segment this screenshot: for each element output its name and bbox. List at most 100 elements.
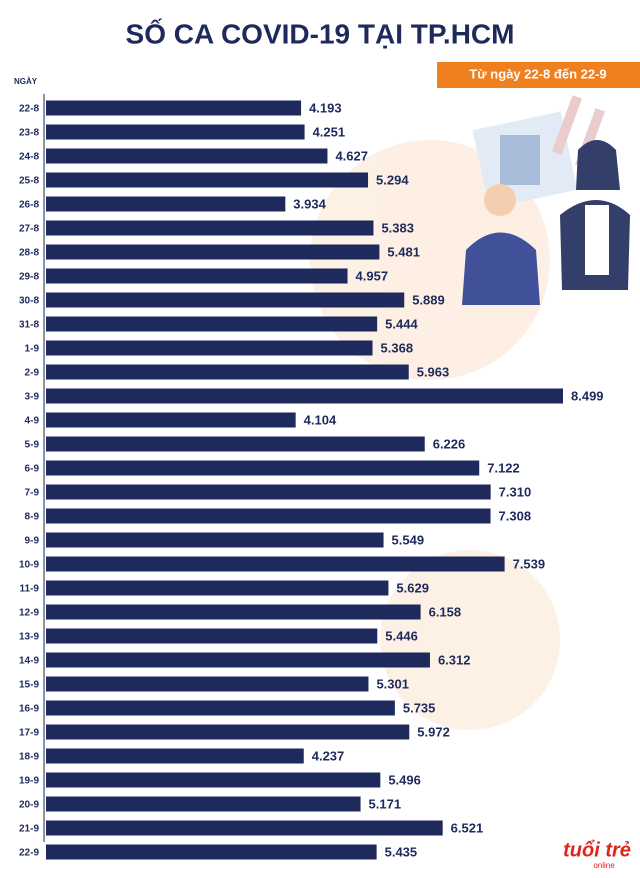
bar: [46, 532, 384, 548]
bar: [46, 388, 563, 404]
data-label: 4.193: [309, 100, 342, 115]
bar: [46, 628, 378, 644]
bar: [46, 484, 491, 500]
y-tick-label: 22-8: [19, 104, 39, 115]
data-label: 7.539: [513, 556, 546, 571]
data-label: 7.308: [499, 508, 532, 523]
bar: [46, 436, 425, 452]
y-tick-label: 4-9: [25, 416, 40, 427]
data-label: 5.972: [417, 724, 450, 739]
data-label: 4.104: [304, 412, 337, 427]
bar: [46, 772, 381, 788]
y-axis-label: NGÀY: [14, 77, 38, 86]
data-label: 5.444: [385, 316, 418, 331]
y-tick-label: 5-9: [25, 440, 40, 451]
y-tick-label: 2-9: [25, 368, 40, 379]
data-label: 7.310: [499, 484, 532, 499]
bar: [46, 604, 421, 620]
chart-title: SỐ CA COVID-19 TẠI TP.HCM: [126, 17, 515, 49]
data-label: 5.889: [412, 292, 445, 307]
bar: [46, 220, 374, 236]
bar: [46, 700, 395, 716]
bar: [46, 196, 286, 212]
bar: [46, 340, 373, 356]
logo: tuổi trẻ: [563, 839, 631, 861]
subtitle-box: [437, 62, 640, 88]
data-label: 5.963: [417, 364, 450, 379]
y-tick-label: 30-8: [19, 296, 39, 307]
bar: [46, 268, 348, 284]
data-label: 4.237: [312, 748, 345, 763]
bar: [46, 796, 361, 812]
y-tick-label: 3-9: [25, 392, 40, 403]
data-label: 5.368: [381, 340, 414, 355]
y-tick-label: 24-8: [19, 152, 39, 163]
y-tick-label: 18-9: [19, 752, 39, 763]
subtitle: Từ ngày 22-8 đến 22-9: [469, 66, 606, 81]
bar: [46, 460, 480, 476]
data-label: 5.294: [376, 172, 409, 187]
bar: [46, 580, 389, 596]
y-tick-label: 26-8: [19, 200, 39, 211]
y-tick-label: 25-8: [19, 176, 39, 187]
bar: [46, 412, 296, 428]
y-tick-label: 21-9: [19, 824, 39, 835]
bar: [46, 292, 405, 308]
data-label: 5.629: [396, 580, 429, 595]
data-label: 4.251: [313, 124, 346, 139]
data-label: 4.627: [335, 148, 368, 163]
y-tick-label: 10-9: [19, 560, 39, 571]
bar: [46, 172, 369, 188]
data-label: 5.481: [387, 244, 420, 259]
bar: [46, 724, 410, 740]
data-label: 5.171: [369, 796, 402, 811]
y-tick-label: 28-8: [19, 248, 39, 259]
y-tick-label: 27-8: [19, 224, 39, 235]
bar: [46, 844, 377, 860]
y-tick-label: 9-9: [25, 536, 40, 547]
bar: [46, 556, 505, 572]
y-tick-label: 29-8: [19, 272, 39, 283]
y-tick-label: 8-9: [25, 512, 40, 523]
y-tick-label: 11-9: [20, 584, 40, 595]
bar: [46, 316, 378, 332]
y-tick-label: 23-8: [19, 128, 39, 139]
logo-sub: online: [593, 861, 615, 870]
bar: [46, 100, 302, 116]
bar: [46, 820, 443, 836]
y-tick-label: 6-9: [25, 464, 40, 475]
data-label: 6.312: [438, 652, 471, 667]
data-label: 3.934: [293, 196, 326, 211]
data-label: 5.383: [381, 220, 414, 235]
bar: [46, 652, 430, 668]
bar: [46, 124, 305, 140]
bar: [46, 364, 409, 380]
data-label: 5.446: [385, 628, 418, 643]
y-tick-label: 14-9: [19, 656, 39, 667]
y-tick-label: 15-9: [19, 680, 39, 691]
data-label: 5.435: [385, 844, 418, 859]
bar: [46, 508, 491, 524]
y-tick-label: 19-9: [19, 776, 39, 787]
data-label: 4.957: [356, 268, 389, 283]
y-tick-label: 20-9: [19, 800, 39, 811]
y-tick-label: 17-9: [19, 728, 39, 739]
y-tick-label: 13-9: [19, 632, 39, 643]
y-tick-label: 12-9: [19, 608, 39, 619]
y-tick-label: 31-8: [19, 320, 39, 331]
bar: [46, 676, 369, 692]
y-tick-label: 16-9: [19, 704, 39, 715]
bar: [46, 244, 380, 260]
data-label: 5.735: [403, 700, 436, 715]
data-label: 5.496: [388, 772, 421, 787]
data-label: 6.226: [433, 436, 466, 451]
bar: [46, 148, 328, 164]
bar: [46, 748, 304, 764]
data-label: 6.158: [429, 604, 462, 619]
data-label: 8.499: [571, 388, 604, 403]
y-tick-label: 1-9: [25, 344, 40, 355]
data-label: 6.521: [451, 820, 484, 835]
data-label: 7.122: [487, 460, 520, 475]
y-tick-label: 7-9: [25, 488, 40, 499]
